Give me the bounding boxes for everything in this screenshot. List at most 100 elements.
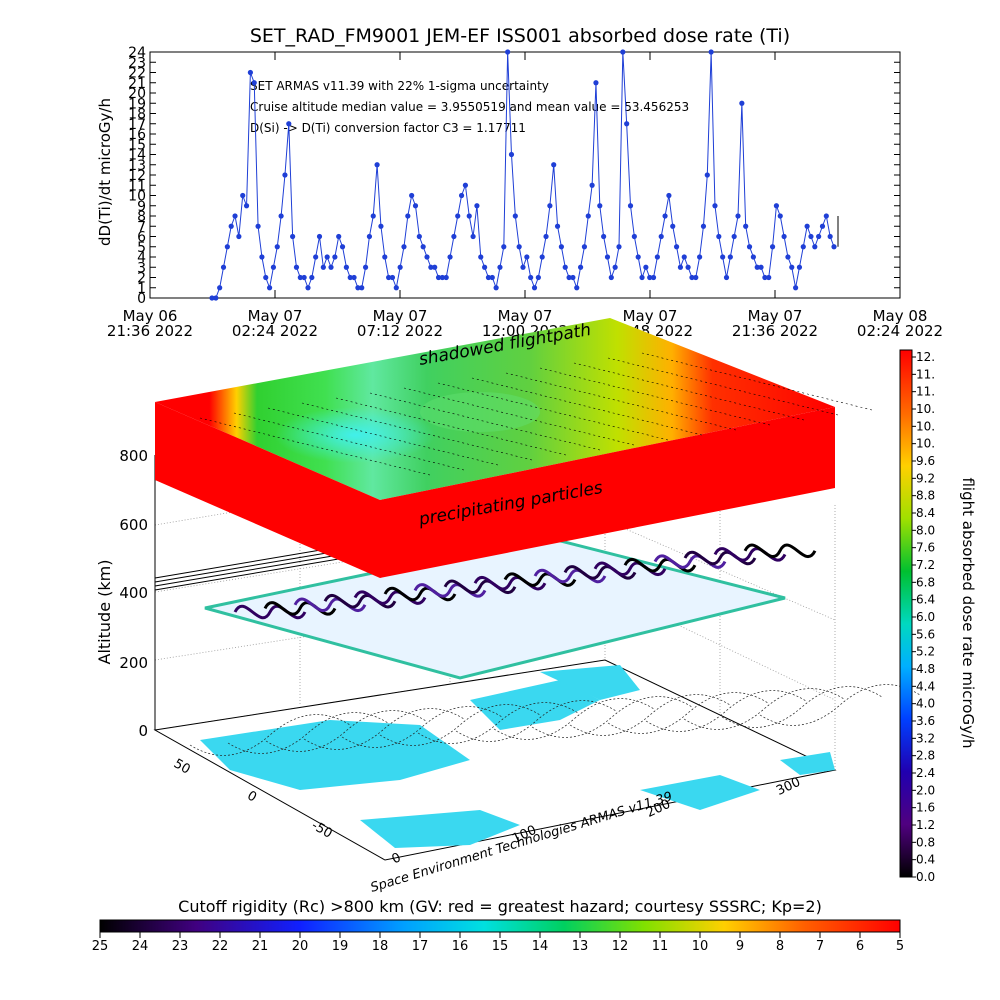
dose-rate-point (812, 244, 818, 250)
dose-rate-point (516, 244, 522, 250)
dose-rate-point (220, 264, 227, 270)
dose-rate-point (458, 192, 465, 199)
dose-rate-point (328, 264, 334, 270)
dose-rate-point (727, 254, 733, 260)
map-track (303, 708, 465, 750)
dose-tick-label: 8.8 (916, 489, 935, 503)
dose-rate-point (343, 264, 349, 270)
dose-rate-point (255, 223, 261, 229)
y-tick-label: 12 (128, 168, 146, 184)
y-tick-label: 22 (128, 66, 146, 82)
dose-rate-point (508, 151, 515, 158)
dose-rate-point (316, 233, 323, 240)
dose-rate-point (631, 233, 637, 240)
dose-tick-label: 7.2 (916, 558, 935, 572)
trajectory-wave (413, 583, 487, 598)
rigidity-tick-label: 8 (776, 939, 784, 954)
dose-rate-point (585, 213, 591, 219)
trajectory-wave (323, 593, 397, 609)
dose-tick-label: 2.8 (916, 749, 935, 763)
dose-rate-point (551, 162, 557, 168)
dose-rate-point (435, 274, 442, 281)
map-track (531, 696, 693, 738)
dose-rate-point (420, 244, 426, 250)
dose-rate-point (247, 69, 253, 76)
rigidity-tick-label: 11 (652, 939, 669, 954)
dose-rate-point (800, 244, 806, 250)
dose-rate-point (639, 274, 645, 281)
rigidity-tick-label: 16 (452, 939, 469, 954)
altitude-tick-0: 0 (138, 722, 148, 740)
x-tick-label-date: May 07 (373, 307, 428, 325)
trajectory-wave (743, 543, 817, 559)
dose-rate-point (754, 264, 760, 270)
dose-tick-label: 6.0 (916, 610, 935, 624)
rigidity-tick-label: 24 (132, 939, 149, 954)
x-tick-label-date: May 08 (873, 307, 928, 325)
dose-rate-point (554, 223, 561, 229)
map-track (265, 710, 427, 752)
dose-tick-label: 11. (916, 385, 935, 399)
dose-rate-point (455, 213, 461, 219)
dose-rate-point (785, 254, 791, 260)
rigidity-tick-label: 14 (532, 939, 549, 954)
y-tick-label: 23 (128, 55, 146, 71)
dose-rate-point (478, 254, 484, 260)
dose-rate-point (604, 254, 611, 260)
map-ocean (200, 665, 835, 848)
dose-rate-point (762, 274, 768, 281)
dose-rate-point (593, 80, 599, 86)
dose-rate-point (739, 100, 745, 106)
rigidity-colorbar-ticks: 25 24 23 22 21 20 19 18 17 16 15 14 13 12 11 10 9 8 7 6 5 (92, 932, 904, 954)
dose-rate-point (777, 213, 783, 219)
dose-rate-point (370, 213, 376, 219)
y-tick-label: 5 (137, 240, 146, 256)
dose-rate-point (804, 223, 810, 229)
dose-rate-point (574, 285, 580, 291)
dose-rate-point (351, 274, 357, 281)
dose-rate-point (773, 203, 780, 209)
rigidity-colorbar-label: Cutoff rigidity (Rc) >800 km (GV: red = … (178, 897, 822, 916)
dose-tick-label: 11. (916, 367, 935, 381)
dose-rate-point (704, 172, 710, 178)
dose-rate-point (209, 295, 215, 301)
dose-rate-point (731, 233, 737, 240)
trajectory-wave (293, 597, 367, 613)
dose-tick-label: 8.0 (916, 523, 935, 537)
dose-rate-point (412, 203, 419, 209)
dose-rate-point (240, 192, 246, 199)
dose-rate-point (251, 80, 257, 86)
trajectory-wave (653, 554, 727, 569)
map-track (189, 714, 351, 756)
map-track (759, 684, 921, 726)
trajectory-wave (473, 575, 547, 591)
dose-tick-label: 9.6 (916, 454, 935, 468)
dose-tick-label: 2.0 (916, 783, 935, 797)
dose-rate-point (616, 244, 622, 250)
dose-rate-point (451, 233, 457, 240)
dose-rate-point (700, 223, 707, 229)
y-tick-label: 1 (137, 281, 146, 297)
y-tick-label: 10 (128, 189, 146, 205)
dose-tick-label: 6.8 (916, 575, 935, 589)
dose-rate-point (723, 274, 730, 281)
y-tick-label: 19 (128, 96, 146, 112)
x-tick-label-date: May 07 (498, 307, 553, 325)
dose-rate-point (735, 213, 741, 219)
altitude-tick-600: 600 (119, 516, 148, 534)
top-chart-series (209, 49, 839, 301)
dose-rate-point (689, 274, 695, 281)
dose-rate-point (493, 285, 499, 291)
dose-rate-point (313, 254, 319, 260)
lat-tick-50: 50 (171, 756, 193, 777)
dose-rate-point (501, 244, 507, 250)
rigidity-tick-label: 22 (212, 939, 229, 954)
dose-rate-point (489, 274, 495, 281)
rigidity-tick-label: 5 (896, 939, 904, 954)
dose-rate-point (681, 254, 687, 260)
dose-rate-point (259, 254, 265, 260)
dose-rate-point (808, 233, 814, 240)
dose-rate-point (816, 233, 822, 240)
dose-rate-point (654, 254, 660, 260)
